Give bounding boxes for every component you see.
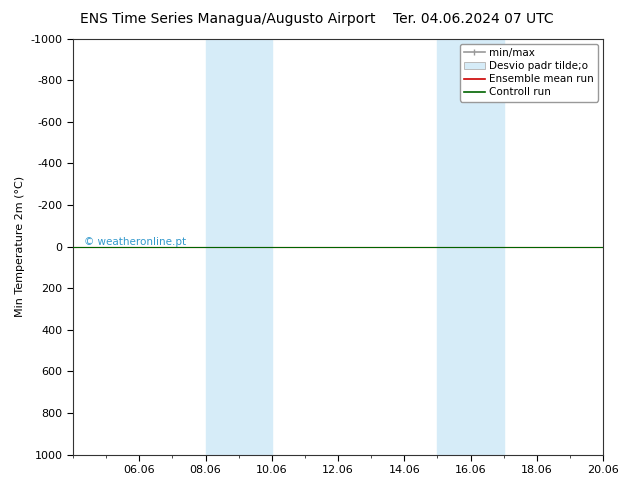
Text: ENS Time Series Managua/Augusto Airport    Ter. 04.06.2024 07 UTC: ENS Time Series Managua/Augusto Airport … [80,12,554,26]
Bar [205,39,272,455]
Y-axis label: Min Temperature 2m (°C): Min Temperature 2m (°C) [15,176,25,317]
Legend: min/max, Desvio padr tilde;o, Ensemble mean run, Controll run: min/max, Desvio padr tilde;o, Ensemble m… [460,44,598,101]
Text: © weatheronline.pt: © weatheronline.pt [84,237,186,246]
Bar [437,39,504,455]
